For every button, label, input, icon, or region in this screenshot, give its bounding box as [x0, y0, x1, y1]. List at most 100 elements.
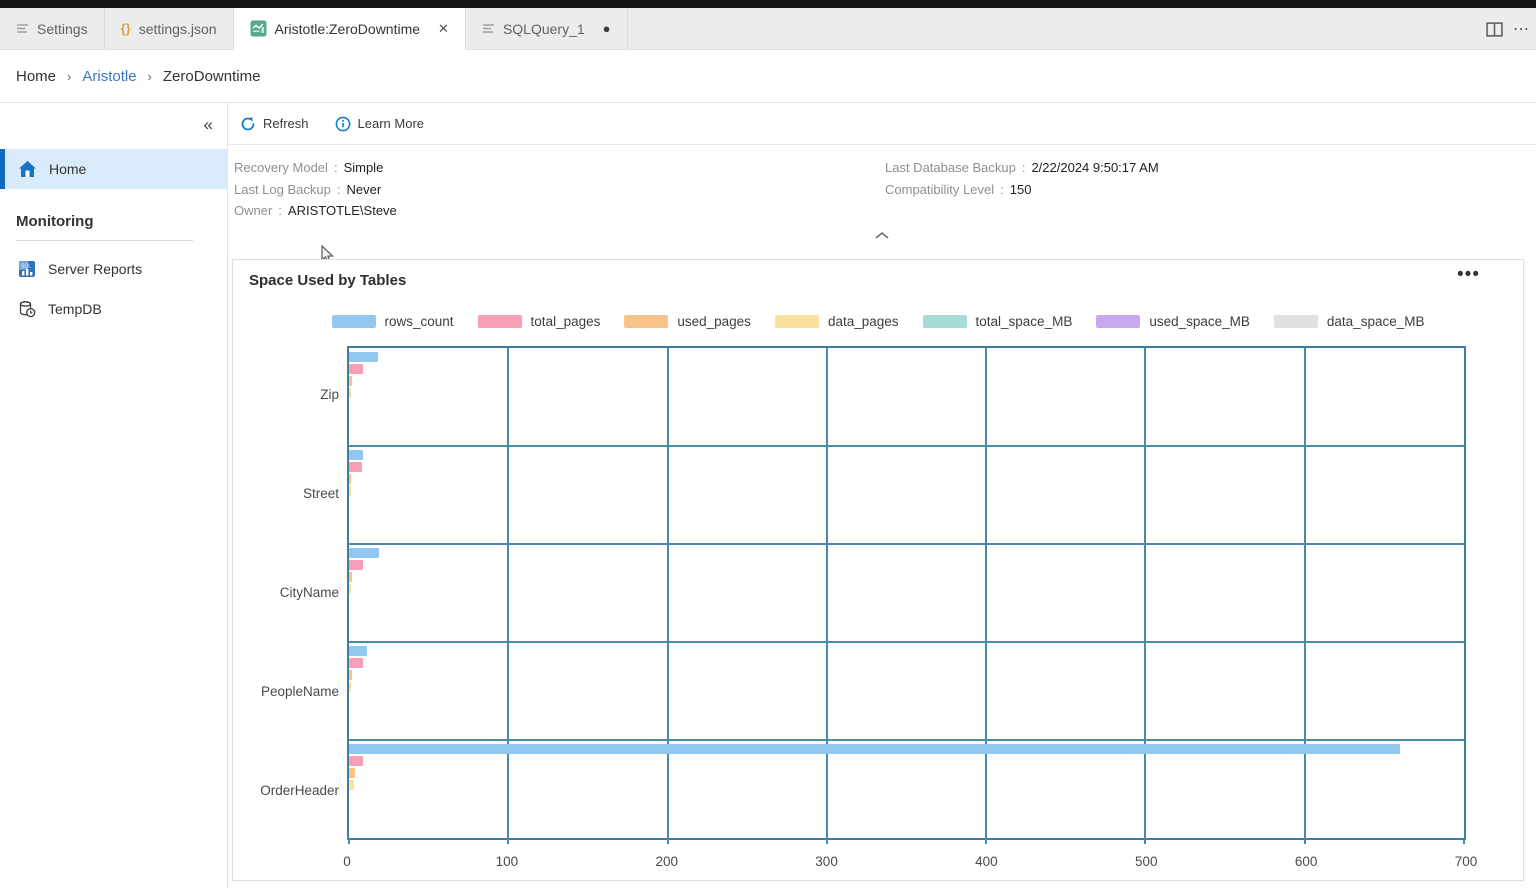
- tab-sqlquery-1[interactable]: SQLQuery_1 ●: [465, 8, 628, 49]
- sidebar-item-server-reports[interactable]: SQL Server Reports: [0, 249, 227, 289]
- category-label-orderheader: OrderHeader: [260, 782, 339, 798]
- gridline: [1303, 348, 1306, 838]
- tab-close-icon[interactable]: ✕: [438, 20, 449, 36]
- x-axis-label: 400: [975, 854, 998, 869]
- bar-rows_count-street: [349, 450, 364, 460]
- gridline: [985, 348, 988, 838]
- bar-data_pages-peoplename: [349, 682, 351, 692]
- bar-total_pages-street: [349, 462, 362, 472]
- band-separator: [349, 543, 1464, 545]
- legend-item-data_space_MB[interactable]: data_space_MB: [1273, 314, 1425, 329]
- axis-tick: [666, 838, 669, 844]
- axis-tick: [507, 838, 510, 844]
- legend-item-rows_count[interactable]: rows_count: [331, 314, 454, 329]
- band-separator: [349, 445, 1464, 447]
- bar-used_pages-street: [349, 474, 351, 484]
- property-colon: :: [1000, 181, 1004, 197]
- sidebar-item-label: Server Reports: [48, 261, 143, 277]
- chevron-up-icon[interactable]: [874, 227, 890, 245]
- gridline: [825, 348, 828, 838]
- tab-settings[interactable]: Settings: [0, 8, 105, 49]
- tab-label: Settings: [37, 20, 88, 37]
- property-value: Simple: [343, 160, 384, 175]
- sidebar-section-title: Monitoring: [16, 213, 94, 230]
- svg-text:SQL: SQL: [21, 264, 31, 270]
- dashboard-main: Refresh Learn More Recovery Model: Simple…: [228, 103, 1536, 888]
- axis-tick: [1144, 838, 1147, 844]
- legend-swatch: [477, 315, 522, 328]
- property-colon: :: [336, 181, 341, 197]
- x-axis-label: 600: [1294, 854, 1318, 869]
- legend-item-total_pages[interactable]: total_pages: [477, 314, 600, 329]
- sidebar-item-label: TempDB: [48, 301, 102, 317]
- bar-data_pages-zip: [349, 388, 351, 398]
- x-axis-label: 500: [1135, 854, 1158, 869]
- braces-icon: {}: [120, 21, 131, 36]
- panel-options-icon[interactable]: •••: [1457, 264, 1480, 285]
- axis-tick: [1463, 838, 1465, 844]
- x-axis-label: 100: [495, 854, 519, 869]
- bar-total_pages-zip: [349, 364, 364, 374]
- chart-legend: rows_count total_pages used_pages data_page…: [233, 314, 1523, 329]
- bar-rows_count-zip: [349, 352, 378, 362]
- legend-label: total_space_MB: [975, 314, 1073, 329]
- tab-label: Aristotle:ZeroDowntime: [274, 20, 421, 37]
- legend-item-used_space_MB[interactable]: used_space_MB: [1096, 314, 1250, 329]
- section-divider: [16, 240, 193, 241]
- property-colon: :: [1021, 160, 1026, 175]
- x-axis-label: 200: [655, 854, 678, 869]
- legend-item-data_pages[interactable]: data_pages: [774, 314, 899, 329]
- category-band-cityname: [349, 544, 1464, 642]
- sidebar-item-tempdb[interactable]: TempDB: [0, 289, 227, 329]
- axis-tick: [348, 838, 350, 844]
- legend-label: rows_count: [384, 314, 454, 329]
- legend-swatch: [624, 315, 669, 328]
- x-axis-label: 0: [343, 854, 351, 869]
- sidebar-item-home[interactable]: Home: [0, 149, 227, 189]
- split-editor-icon[interactable]: [1486, 21, 1503, 38]
- category-band-street: [349, 446, 1464, 544]
- property-value: 2/22/2024 9:50:17 AM: [1031, 160, 1159, 175]
- x-axis-label: 300: [815, 854, 838, 869]
- property-row: Last Database Backup:2/22/2024 9:50:17 A…: [885, 157, 1159, 179]
- window-top-bar: [0, 0, 1536, 8]
- breadcrumb-item-zerodowntime: ZeroDowntime: [162, 67, 261, 85]
- legend-swatch: [922, 315, 967, 328]
- server-reports-icon: SQL: [18, 260, 36, 278]
- bar-used_pages-orderheader: [349, 768, 356, 778]
- tab-settings-json[interactable]: {} settings.json: [104, 8, 234, 49]
- breadcrumb: Home › Aristotle › ZeroDowntime: [0, 50, 1536, 103]
- gridline: [666, 348, 669, 838]
- category-label-street: Street: [302, 486, 339, 502]
- legend-label: data_space_MB: [1326, 314, 1425, 329]
- gridline: [507, 348, 510, 838]
- axis-tick: [825, 838, 828, 844]
- property-label: Recovery Model: [234, 160, 328, 175]
- tab-aristotle-zerodowntime[interactable]: Aristotle:ZeroDowntime ✕: [233, 8, 466, 50]
- legend-label: used_pages: [677, 314, 751, 329]
- bar-data_pages-orderheader: [349, 780, 354, 790]
- tab-overflow-menu[interactable]: ⋯: [1513, 21, 1530, 38]
- list-icon: [482, 22, 495, 35]
- bar-rows_count-cityname: [349, 548, 380, 558]
- breadcrumb-item-home[interactable]: Home: [16, 67, 57, 85]
- learn-more-button[interactable]: Learn More: [335, 116, 424, 132]
- property-label: Owner: [234, 203, 273, 218]
- tab-dirty-icon[interactable]: ●: [602, 21, 611, 36]
- refresh-button[interactable]: Refresh: [240, 116, 309, 132]
- legend-item-used_pages[interactable]: used_pages: [624, 314, 751, 329]
- dashboard-icon: [250, 20, 267, 37]
- breadcrumb-item-aristotle[interactable]: Aristotle: [82, 67, 137, 85]
- refresh-icon: [240, 116, 256, 132]
- bar-data_pages-cityname: [349, 584, 351, 594]
- bar-rows_count-orderheader: [349, 744, 1401, 754]
- tab-label: settings.json: [138, 20, 217, 37]
- legend-swatch: [331, 315, 376, 328]
- dashboard-sidebar: « Home Monitoring SQL Server Reports TempD…: [0, 103, 228, 888]
- bar-total_pages-cityname: [349, 560, 364, 570]
- legend-item-total_space_MB[interactable]: total_space_MB: [922, 314, 1073, 329]
- sidebar-collapse-icon[interactable]: «: [203, 115, 213, 134]
- gridline: [1144, 348, 1147, 838]
- property-value: 150: [1009, 181, 1032, 197]
- property-label: Compatibility Level: [885, 181, 995, 197]
